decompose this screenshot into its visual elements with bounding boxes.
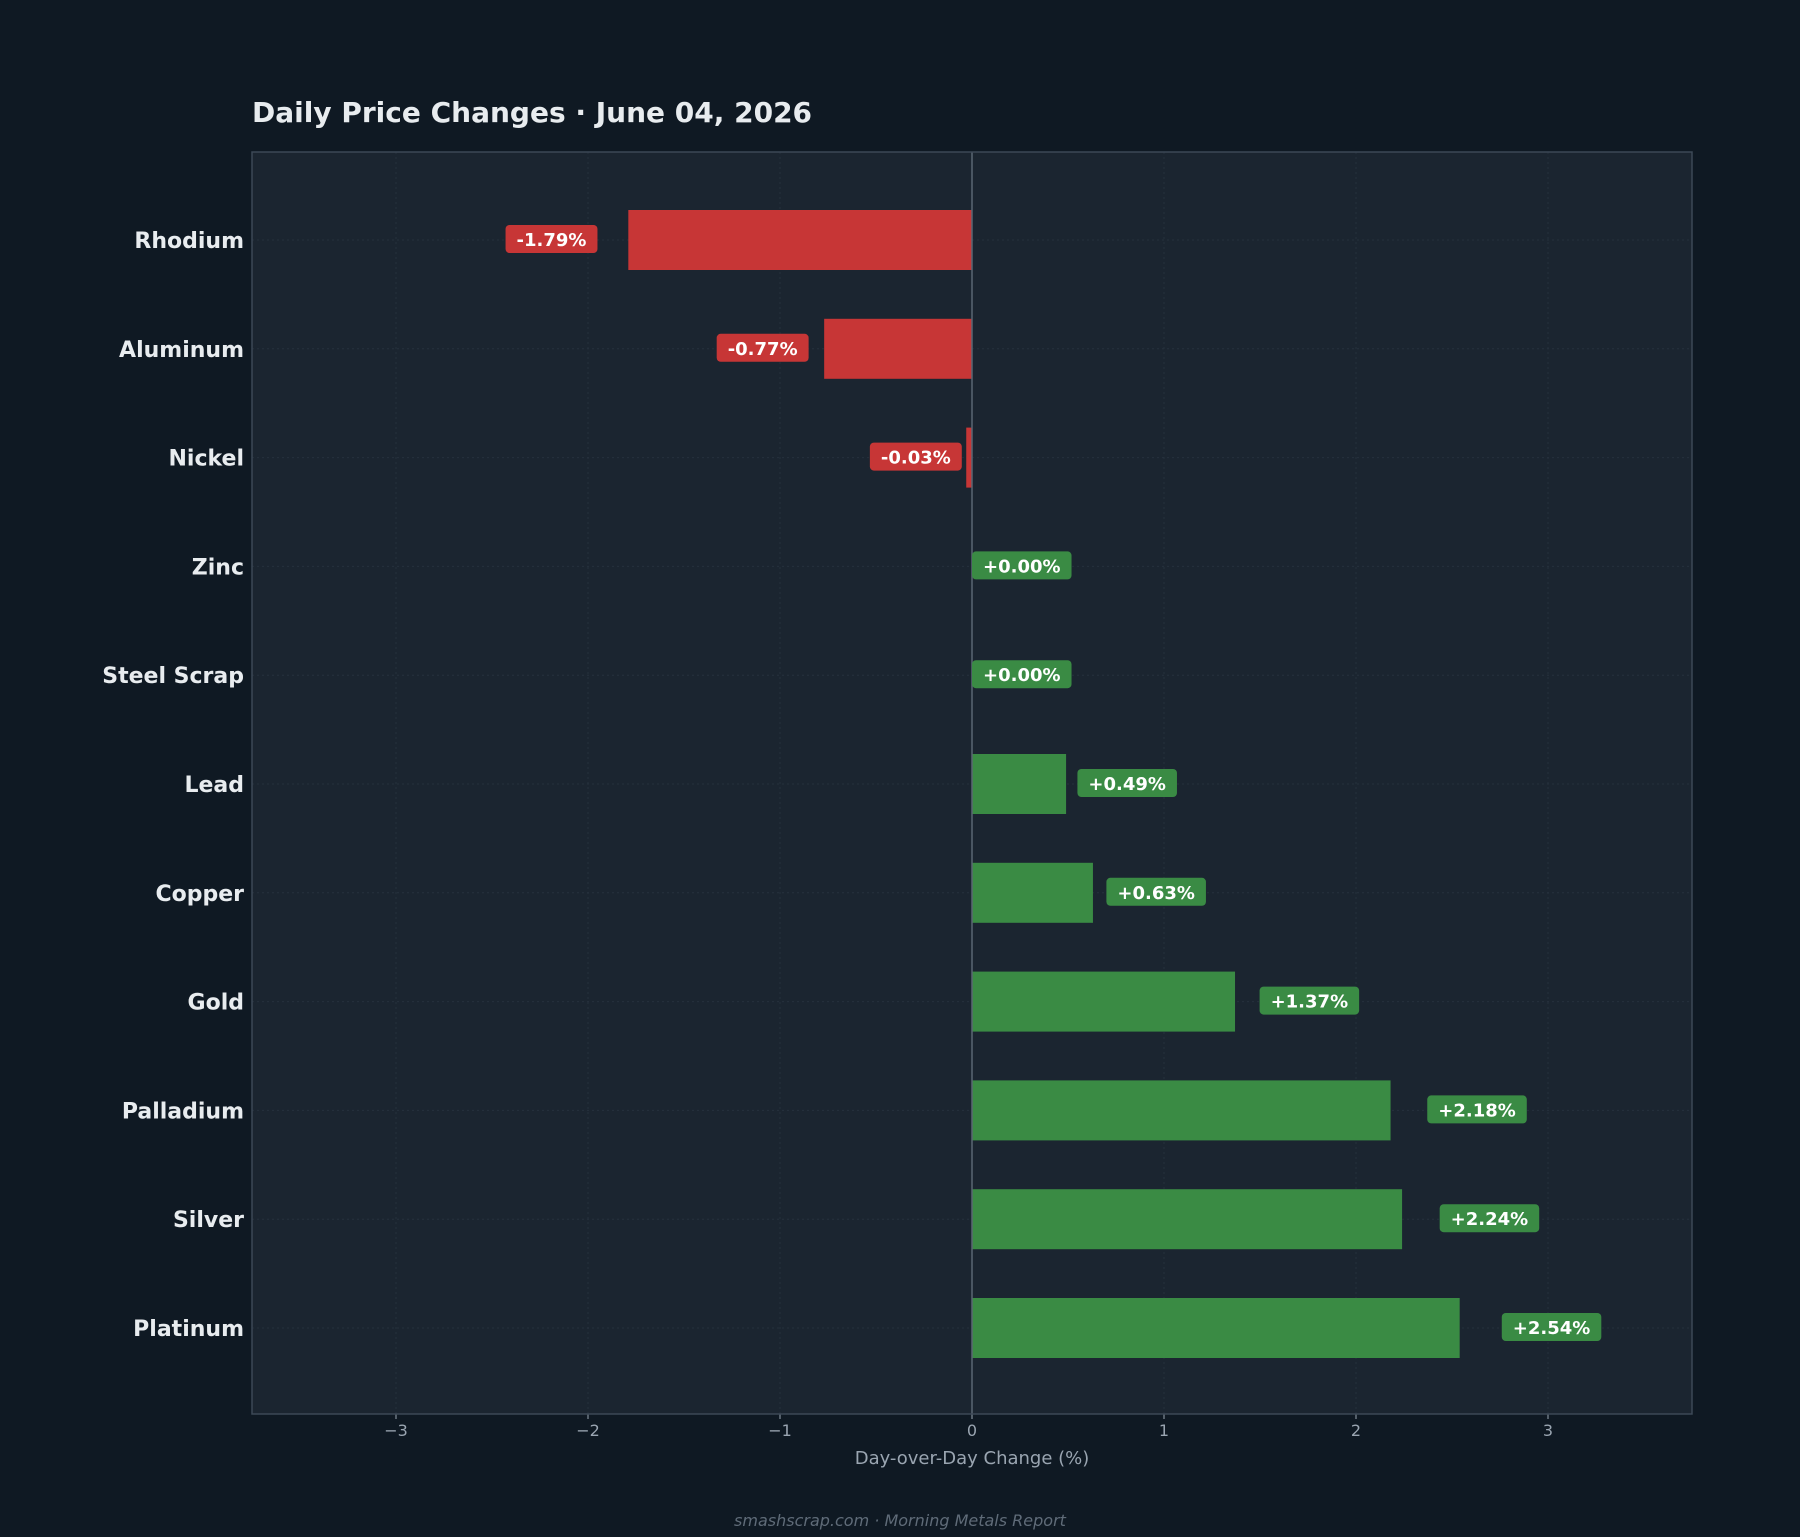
value-labels: -1.79% -0.77% -0.03% +0.00% +0.00% +0.49% +0.6… [505, 225, 1602, 1341]
value-label: +0.00% [972, 660, 1072, 689]
value-label-badge [1106, 877, 1206, 906]
category-label: Nickel [169, 447, 245, 472]
category-label: Aluminum [119, 338, 244, 363]
bars [628, 210, 1460, 1358]
value-label-text: +0.00% [983, 556, 1061, 577]
value-label-badge [869, 442, 962, 471]
footer-source: smashscrap.com · Morning Metals Report [734, 1511, 1067, 1530]
value-label-text: +0.00% [983, 665, 1061, 686]
value-label: -0.03% [869, 442, 962, 471]
x-tick-label: −2 [576, 1421, 600, 1440]
value-label: +2.54% [1501, 1313, 1602, 1341]
value-label: +1.37% [1259, 986, 1360, 1015]
category-label: Silver [173, 1208, 244, 1233]
category-label: Steel Scrap [102, 664, 244, 689]
value-label-badge [1427, 1095, 1527, 1124]
bar-aluminum [824, 318, 972, 379]
bar-platinum [972, 1298, 1460, 1358]
value-label: -0.77% [716, 333, 809, 362]
bar-nickel [966, 427, 972, 488]
x-tick-label: 3 [1543, 1421, 1553, 1440]
value-label-text: +2.18% [1438, 1100, 1516, 1121]
x-axis-ticks: −3 −2 −1 0 1 2 3 [384, 1414, 1553, 1440]
value-label-badge [972, 551, 1072, 580]
value-label-badge [716, 333, 809, 362]
category-label: Lead [184, 773, 244, 798]
value-label-badge [1501, 1313, 1602, 1341]
value-label-text: -1.79% [517, 230, 587, 251]
bar-lead [972, 754, 1067, 814]
value-label-text: +2.24% [1451, 1209, 1529, 1230]
value-label-text: +2.54% [1513, 1318, 1591, 1339]
value-label-text: +0.49% [1088, 774, 1166, 795]
value-label-badge [972, 660, 1072, 689]
category-label: Palladium [122, 1099, 244, 1124]
bar-gold [972, 971, 1236, 1032]
category-label: Gold [188, 991, 244, 1016]
chart-title: Daily Price Changes · June 04, 2026 [252, 96, 812, 129]
bar-rhodium [628, 210, 972, 270]
plot-frame [251, 151, 1693, 1415]
value-label-badge [1259, 986, 1360, 1015]
bar-silver [972, 1189, 1403, 1250]
value-label-text: +1.37% [1271, 992, 1349, 1013]
value-label-badge [1077, 769, 1177, 797]
value-label-text: +0.63% [1117, 883, 1195, 904]
bar-copper [972, 862, 1093, 923]
category-label: Platinum [133, 1317, 244, 1342]
value-label: -1.79% [505, 225, 598, 253]
x-tick-label: 2 [1351, 1421, 1361, 1440]
x-tick-label: 0 [967, 1421, 977, 1440]
category-labels: Rhodium Aluminum Nickel Zinc Steel Scrap Lead… [102, 229, 244, 1342]
value-label-badge [505, 225, 598, 253]
value-label-badge [1439, 1204, 1540, 1233]
x-tick-label: 1 [1159, 1421, 1169, 1440]
category-label: Zinc [192, 555, 244, 580]
bar-palladium [972, 1080, 1391, 1141]
category-label: Rhodium [134, 229, 244, 254]
category-label: Copper [155, 882, 244, 907]
value-label: +0.00% [972, 551, 1072, 580]
value-label: +0.63% [1106, 877, 1206, 906]
x-tick-label: −3 [384, 1421, 408, 1440]
value-label-text: -0.77% [728, 339, 798, 360]
x-axis-label: Day-over-Day Change (%) [855, 1448, 1090, 1469]
value-label-text: -0.03% [881, 448, 951, 469]
value-label: +2.18% [1427, 1095, 1527, 1124]
value-label: +2.24% [1439, 1204, 1540, 1233]
value-label: +0.49% [1077, 769, 1177, 797]
x-tick-label: −1 [768, 1421, 792, 1440]
